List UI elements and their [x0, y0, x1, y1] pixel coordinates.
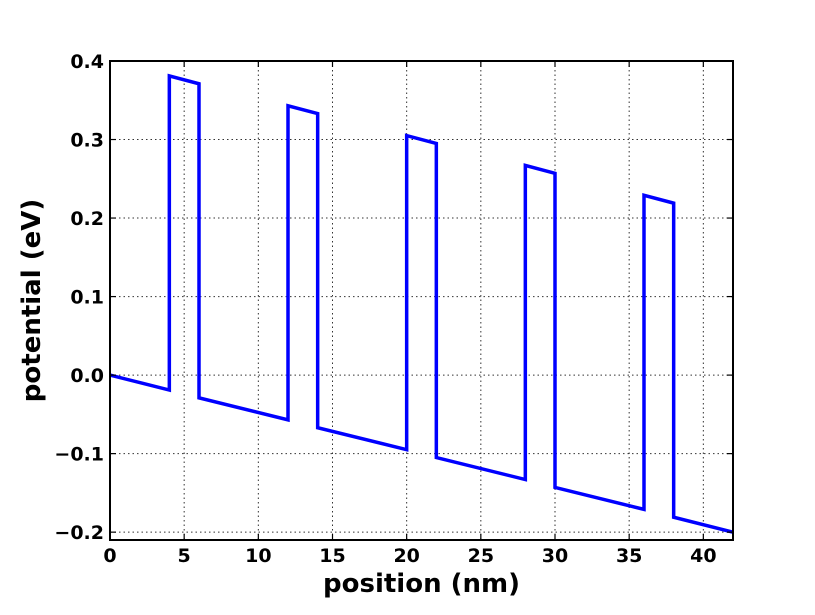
x-tick-label: 35: [616, 545, 642, 567]
x-tick-label: 20: [393, 545, 419, 567]
x-tick-label: 15: [319, 545, 345, 567]
ticks: 0 5 10 15 20 25 30 35 40 −0.2 −0.1 0.0 0.1 0.2 0.3 0.4: [54, 51, 733, 567]
plot-frame: [109, 60, 734, 541]
y-axis-label: potential (eV): [17, 199, 47, 402]
y-tick-label: −0.1: [54, 444, 104, 466]
y-tick-label: 0.0: [70, 365, 104, 387]
x-tick-label: 0: [103, 545, 116, 567]
x-tick-label: 5: [178, 545, 191, 567]
x-axis-label: position (nm): [323, 569, 520, 599]
x-tick-label: 25: [468, 545, 494, 567]
series-line-0: [109, 73, 734, 534]
x-tick-label: 40: [690, 545, 716, 567]
y-tick-label: −0.2: [54, 522, 104, 544]
y-tick-label: 0.1: [70, 287, 104, 309]
y-tick-label: 0.2: [70, 208, 104, 230]
y-tick-label: 0.3: [70, 130, 104, 152]
y-tick-label: 0.4: [70, 51, 104, 73]
x-tick-label: 10: [245, 545, 271, 567]
series-layer: [109, 73, 734, 534]
x-tick-label: 30: [542, 545, 568, 567]
